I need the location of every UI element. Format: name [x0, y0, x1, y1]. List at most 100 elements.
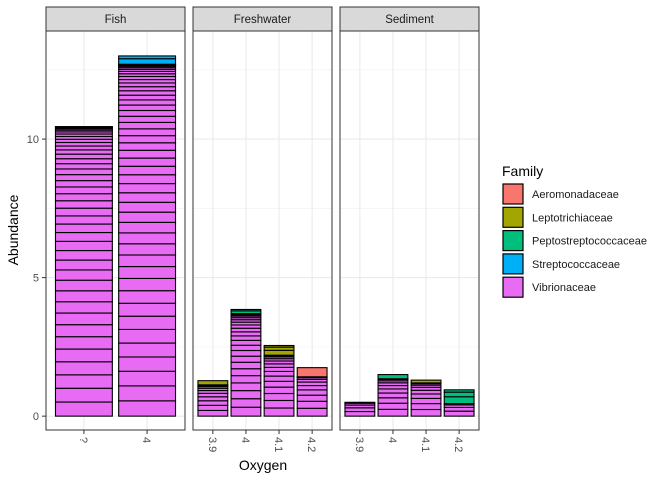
bar-segment-peptostreptococcaceae [444, 392, 474, 397]
bar-segment-vibrionaceae [119, 100, 176, 105]
y-tick-label: 0 [33, 411, 39, 423]
bar-segment-vibrionaceae [119, 122, 176, 128]
bar-fish-? [55, 127, 112, 417]
bar-segment-vibrionaceae [198, 405, 228, 410]
bar-segment-vibrionaceae [119, 110, 176, 116]
bar-segment-vibrionaceae [231, 345, 261, 350]
bar-segment-vibrionaceae [411, 409, 441, 416]
bar-segment-vibrionaceae [264, 387, 294, 393]
bar-segment-vibrionaceae [231, 362, 261, 368]
bar-segment-vibrionaceae [119, 291, 176, 304]
bar-sediment-3.9 [345, 402, 375, 416]
bar-segment-vibrionaceae [119, 371, 176, 386]
bar-freshwater-4 [231, 309, 261, 416]
bar-segment-vibrionaceae [444, 407, 474, 411]
bar-segment-vibrionaceae [55, 216, 112, 224]
bar-segment-vibrionaceae [119, 278, 176, 290]
bar-segment-vibrionaceae [231, 340, 261, 345]
bar-segment-vibrionaceae [119, 83, 176, 87]
bar-segment-vibrionaceae [198, 397, 228, 401]
y-tick-label: 5 [33, 273, 39, 285]
x-tick-label: 4 [239, 437, 251, 443]
bar-segment-vibrionaceae [55, 402, 112, 416]
legend-label: Leptotrichiaceae [532, 212, 613, 224]
bar-segment-leptotrichiaceae [411, 380, 441, 383]
bar-segment-vibrionaceae [55, 375, 112, 388]
bar-segment-vibrionaceae [231, 407, 261, 416]
bar-segment-vibrionaceae [119, 158, 176, 166]
bar-segment-vibrionaceae [119, 386, 176, 401]
bar-segment-peptostreptococcaceae [231, 309, 261, 310]
bar-segment-vibrionaceae [55, 208, 112, 216]
bar-segment-vibrionaceae [119, 116, 176, 122]
bar-segment-vibrionaceae [198, 401, 228, 406]
bar-segment-vibrionaceae [411, 394, 441, 398]
bar-segment-vibrionaceae [345, 408, 375, 412]
bar-segment-vibrionaceae [55, 302, 112, 313]
bar-segment-vibrionaceae [119, 95, 176, 100]
bar-freshwater-3.9 [198, 381, 228, 416]
bar-segment-vibrionaceae [119, 129, 176, 136]
bar-segment-vibrionaceae [264, 394, 294, 401]
bar-segment-leptotrichiaceae [264, 350, 294, 355]
bar-segment-vibrionaceae [264, 376, 294, 381]
bar-sediment-4 [378, 375, 408, 417]
bar-segment-peptostreptococcaceae [444, 390, 474, 392]
bar-segment-vibrionaceae [231, 332, 261, 336]
bar-segment-vibrionaceae [378, 403, 408, 409]
bar-segment-vibrionaceae [297, 390, 327, 395]
legend-key [503, 207, 523, 227]
bar-segment-vibrionaceae [411, 398, 441, 403]
bar-segment-vibrionaceae [378, 409, 408, 416]
legend-key [503, 254, 523, 274]
bar-segment-vibrionaceae [119, 267, 176, 279]
bar-segment-vibrionaceae [119, 105, 176, 110]
bar-segment-vibrionaceae [119, 193, 176, 203]
bar-segment-vibrionaceae [231, 383, 261, 391]
legend-label: Aeromonadaceae [532, 189, 619, 201]
bar-segment-streptococcaceae [119, 56, 176, 59]
bar-segment-vibrionaceae [55, 388, 112, 402]
bar-segment-vibrionaceae [55, 260, 112, 270]
legend-title: Family [502, 163, 543, 179]
bar-segment-vibrionaceae [119, 202, 176, 212]
bar-segment-vibrionaceae [264, 367, 294, 371]
bar-segment-vibrionaceae [231, 356, 261, 362]
legend-item-aeromonadaceae: Aeromonadaceae [503, 184, 619, 204]
bar-segment-vibrionaceae [55, 175, 112, 181]
bar-segment-vibrionaceae [297, 401, 327, 408]
bar-segment-vibrionaceae [55, 224, 112, 232]
bar-segment-vibrionaceae [231, 391, 261, 399]
legend-label: Peptostreptococcaceae [532, 236, 647, 248]
bar-segment-vibrionaceae [55, 181, 112, 187]
bar-segment-vibrionaceae [345, 402, 375, 403]
bar-freshwater-4.1 [264, 345, 294, 416]
bar-segment-vibrionaceae [119, 175, 176, 184]
bar-segment-vibrionaceae [55, 251, 112, 261]
bar-segment-vibrionaceae [378, 389, 408, 393]
bar-segment-peptostreptococcaceae [444, 397, 474, 404]
legend-item-leptotrichiaceae: Leptotrichiaceae [503, 207, 613, 227]
legend-label: Vibrionaceae [532, 282, 596, 294]
bar-segment-vibrionaceae [119, 87, 176, 91]
bar-segment-vibrionaceae [378, 398, 408, 403]
facet-label: Freshwater [234, 14, 292, 26]
bar-segment-vibrionaceae [264, 408, 294, 416]
bar-fish-4 [119, 56, 176, 416]
legend-item-streptococcaceae: Streptococcaceae [503, 254, 620, 274]
y-tick-label: 10 [27, 134, 39, 146]
x-tick-label: ? [77, 437, 89, 443]
x-tick-label: 3.9 [206, 437, 218, 452]
bar-segment-vibrionaceae [264, 371, 294, 376]
bar-sediment-4.1 [411, 380, 441, 416]
legend-item-vibrionaceae: Vibrionaceae [503, 277, 596, 297]
bar-segment-vibrionaceae [55, 362, 112, 375]
bar-segment-vibrionaceae [119, 401, 176, 416]
bar-segment-vibrionaceae [119, 329, 176, 343]
bar-segment-vibrionaceae [345, 412, 375, 417]
bar-segment-vibrionaceae [119, 150, 176, 158]
